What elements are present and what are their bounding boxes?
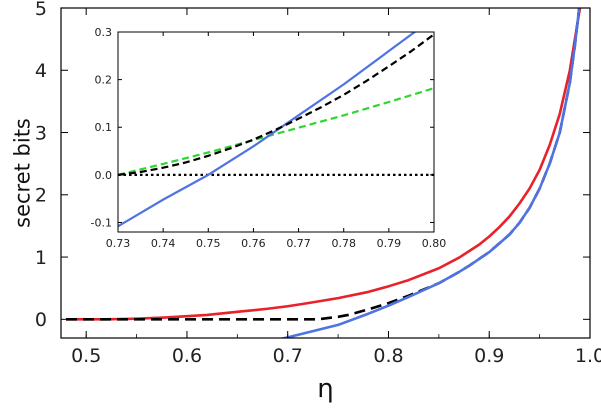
main-y-tick-label: 2 [35, 185, 47, 207]
inset-y-tick-label: 0.2 [95, 74, 113, 87]
inset-x-tick-label: 0.73 [106, 237, 131, 250]
main-plot-frame [60, 7, 591, 339]
inset-y-tick-label: 0.0 [95, 169, 113, 182]
inset-x-tick-label: 0.74 [151, 237, 176, 250]
inset-ticks [117, 31, 435, 232]
main-y-tick-label: 1 [35, 247, 47, 269]
inset-series-group [118, 32, 434, 228]
main-x-tick-labels: 0.5 0.6 0.7 0.8 0.9 1.0 [71, 345, 601, 367]
main-x-tick-label: 0.7 [273, 345, 303, 367]
inset-x-tick-label: 0.80 [422, 237, 447, 250]
inset-x-tick-label: 0.77 [286, 237, 311, 250]
inset-y-tick-label: -0.1 [91, 216, 112, 229]
inset-x-tick-label: 0.75 [196, 237, 221, 250]
main-x-tick-label: 0.8 [373, 345, 403, 367]
inset-plot-frame [117, 31, 435, 233]
main-series-group [66, 8, 582, 338]
inset-x-tick-labels: 0.73 0.74 0.75 0.76 0.77 0.78 0.79 0.80 [106, 237, 447, 250]
inset-y-tick-label: 0.1 [95, 121, 113, 134]
main-x-tick-label: 0.9 [474, 345, 504, 367]
inset-plot: 0.73 0.74 0.75 0.76 0.77 0.78 0.79 0.80 -0.1 0.0… [91, 26, 447, 250]
inset-series-2-line [118, 32, 417, 228]
main-y-tick-label: 3 [35, 122, 47, 144]
inset-x-tick-label: 0.76 [241, 237, 266, 250]
inset-y-tick-label: 0.3 [95, 26, 113, 39]
main-series-0-line [66, 8, 582, 321]
inset-x-tick-label: 0.79 [377, 237, 402, 250]
inset-series-3-line [118, 33, 434, 176]
y-axis-label: secret bits [10, 118, 34, 228]
inset-y-tick-labels: -0.1 0.0 0.1 0.2 0.3 [91, 26, 112, 229]
main-plot: 0.5 0.6 0.7 0.8 0.9 1.0 0 1 2 3 4 5 η secret bits [10, 0, 601, 404]
main-y-tick-label: 4 [35, 60, 47, 82]
main-ticks [61, 7, 591, 338]
main-x-tick-label: 0.5 [71, 345, 101, 367]
main-y-tick-labels: 0 1 2 3 4 5 [35, 0, 47, 331]
x-axis-label: η [317, 374, 333, 404]
main-series-2-line [278, 8, 581, 338]
inset-x-tick-label: 0.78 [331, 237, 356, 250]
main-y-tick-label: 5 [35, 0, 47, 20]
main-x-tick-label: 1.0 [575, 345, 601, 367]
main-y-tick-label: 0 [35, 309, 47, 331]
main-x-tick-label: 0.6 [172, 345, 202, 367]
